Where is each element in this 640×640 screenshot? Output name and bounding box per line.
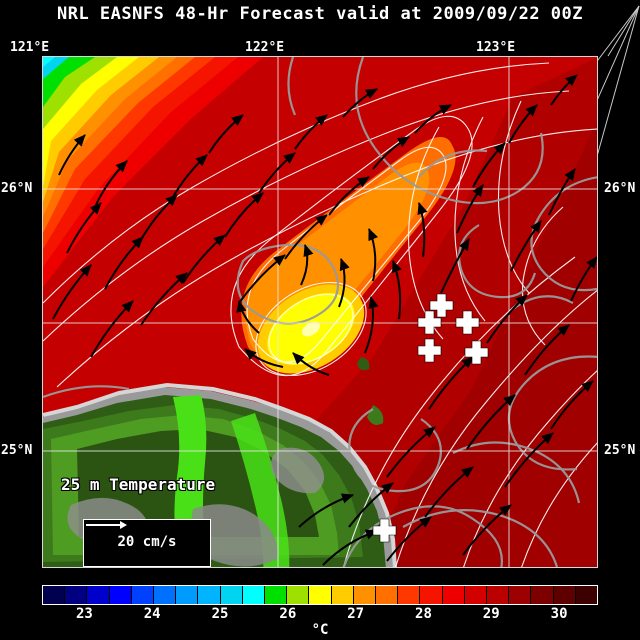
lon-tick-122e: 122°E <box>245 40 285 55</box>
lat-tick-25n-right: 25°N <box>604 443 636 458</box>
lat-tick-25n-left: 25°N <box>1 443 33 458</box>
colorbar-swatch <box>376 586 399 604</box>
colorbar-swatch <box>398 586 421 604</box>
colorbar-tick-labels: 23 24 25 26 27 28 29 30 <box>42 606 598 624</box>
lon-tick-121e: 121°E <box>10 40 50 55</box>
colorbar-swatch <box>487 586 510 604</box>
colorbar-swatch <box>198 586 221 604</box>
colorbar-swatch <box>420 586 443 604</box>
colorbar-tick: 23 <box>75 606 93 622</box>
colorbar-swatch <box>265 586 288 604</box>
lat-tick-26n-right: 26°N <box>604 181 636 196</box>
lon-tick-123e: 123°E <box>476 40 516 55</box>
colorbar-swatch <box>353 586 377 604</box>
colorbar[interactable] <box>42 585 598 605</box>
colorbar-swatch <box>331 586 354 604</box>
colorbar-tick: 29 <box>482 606 500 622</box>
colorbar-swatch <box>442 586 465 604</box>
colorbar-swatch <box>176 586 199 604</box>
colorbar-tick: 26 <box>279 606 297 622</box>
colorbar-swatch <box>154 586 177 604</box>
colorbar-tick: 30 <box>550 606 568 622</box>
colorbar-swatch <box>87 586 110 604</box>
colorbar-tick: 27 <box>347 606 365 622</box>
map-canvas[interactable]: 25 m Temperature 20 cm/s <box>42 56 598 568</box>
field-label: 25 m Temperature <box>61 475 216 494</box>
colorbar-swatch <box>531 586 554 604</box>
colorbar-tick: 25 <box>211 606 229 622</box>
colorbar-swatch <box>553 586 576 604</box>
lat-tick-26n-left: 26°N <box>1 181 33 196</box>
colorbar-swatch <box>131 586 155 604</box>
colorbar-swatch <box>109 586 132 604</box>
colorbar-swatch <box>287 586 310 604</box>
colorbar-swatch <box>575 586 598 604</box>
colorbar-swatch <box>309 586 332 604</box>
colorbar-unit-label: °C <box>311 622 329 638</box>
colorbar-swatch <box>464 586 488 604</box>
colorbar-tick: 28 <box>415 606 432 622</box>
colorbar-swatch <box>242 586 266 604</box>
vector-scale-label: 20 cm/s <box>117 534 177 550</box>
colorbar-swatch <box>509 586 532 604</box>
colorbar-swatch <box>43 586 66 604</box>
marker-layer <box>372 293 489 543</box>
page-title: NRL EASNFS 48-Hr Forecast valid at 2009/… <box>56 4 583 24</box>
vector-scale-key: 20 cm/s <box>83 519 211 567</box>
colorbar-swatch <box>220 586 243 604</box>
colorbar-tick: 24 <box>143 606 161 622</box>
colorbar-swatch <box>65 586 88 604</box>
